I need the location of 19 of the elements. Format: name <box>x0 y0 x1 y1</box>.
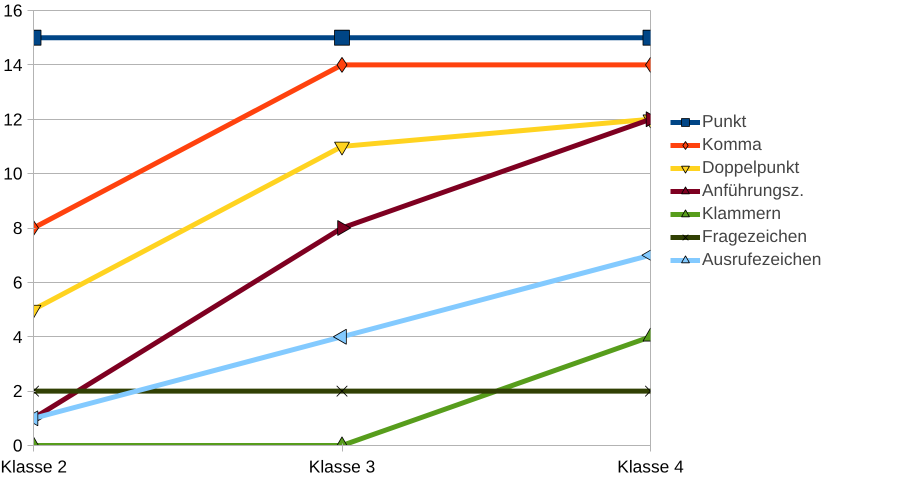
legend-label: Klammern <box>702 203 781 224</box>
y-tick-label: 4 <box>12 326 23 347</box>
y-tick-label: 16 <box>3 0 23 20</box>
y-tick-label: 8 <box>12 218 23 238</box>
y-tick-label: 6 <box>12 272 23 292</box>
legend-label: Ausrufezeichen <box>702 249 822 270</box>
x-tick-label: Klasse 2 <box>0 456 67 476</box>
y-tick-label: 12 <box>3 109 23 130</box>
y-tick-label: 14 <box>3 54 23 75</box>
y-tick-label: 2 <box>12 381 23 402</box>
legend-label: Komma <box>702 134 762 155</box>
legend-label: Doppelpunkt <box>702 157 800 178</box>
legend-label: Punkt <box>702 111 746 132</box>
y-tick-label: 10 <box>3 164 23 184</box>
legend-label: Fragezeichen <box>702 226 807 247</box>
y-tick-label: 0 <box>12 436 23 456</box>
x-tick-label: Klasse 4 <box>617 456 684 476</box>
legend-label: Anführungsz. <box>702 180 804 201</box>
x-tick-label: Klasse 3 <box>308 456 376 476</box>
